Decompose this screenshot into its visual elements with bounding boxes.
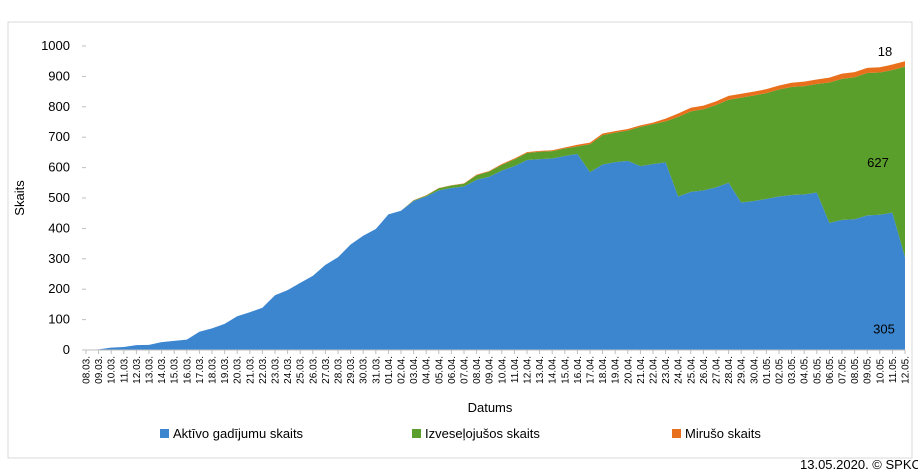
area [86,66,905,350]
x-tick-label: 22.03. [258,356,269,384]
x-tick-label: 09.03. [94,356,105,384]
x-tick-label: 27.04. [712,356,723,384]
x-tick-label: 04.05. [800,356,811,384]
x-tick-label: 30.03. [359,356,370,384]
x-tick-label: 30.04. [749,356,760,384]
x-tick-label: 06.04. [447,356,458,384]
y-tick-label: 100 [48,312,70,327]
x-tick-label: 20.03. [233,356,244,384]
x-tick-label: 12.03. [132,356,143,384]
x-tick-label: 03.04. [409,356,420,384]
x-tick-label: 29.04. [737,356,748,384]
y-tick-label: 600 [48,160,70,175]
x-tick-label: 31.03. [371,356,382,384]
x-tick-label: 08.05. [850,356,861,384]
source: 13.05.2020. © SPKC [800,457,918,470]
x-tick-label: 29.03. [346,356,357,384]
x-tick-label: 26.03. [308,356,319,384]
legend-swatch [160,429,169,438]
x-tick-label: 28.03. [334,356,345,384]
x-tick-label: 17.03. [195,356,206,384]
y-tick-label: 700 [48,129,70,144]
y-tick-label: 800 [48,99,70,114]
x-tick-label: 11.05. [888,356,899,383]
x-tick-label: 16.04. [573,356,584,384]
y-tick-label: 500 [48,190,70,205]
x-tick-label: 01.05. [762,356,773,384]
x-tick-label: 09.04. [485,356,496,384]
x-tick-label: 06.05. [825,356,836,384]
x-tick-label: 02.04. [397,356,408,384]
x-tick-label: 18.03. [208,356,219,384]
x-tick-label: 24.04. [674,356,685,384]
x-tick-label: 01.04. [384,356,395,384]
x-tick-label: 28.04. [724,356,735,384]
legend-label: Izveseļojušos skaits [425,426,540,441]
x-tick-label: 07.05. [838,356,849,384]
data-label: 627 [867,155,889,170]
x-tick-label: 25.03. [296,356,307,384]
y-axis-title: Skaits [12,180,27,216]
x-tick-label: 03.05. [787,356,798,384]
x-axis-title: Datums [468,400,513,415]
x-tick-label: 12.04. [523,356,534,384]
x-tick-label: 08.03. [82,356,93,384]
x-tick-label: 21.04. [636,356,647,384]
legend-swatch [672,429,681,438]
x-tick-label: 15.03. [170,356,181,384]
x-tick-label: 12.05. [901,356,912,384]
x-tick-label: 14.03. [157,356,168,384]
y-tick-label: 200 [48,281,70,296]
x-tick-label: 19.03. [220,356,231,384]
x-tick-label: 13.03. [145,356,156,384]
legend-label: Mirušo skaits [685,426,761,441]
y-tick-label: 300 [48,251,70,266]
x-tick-label: 25.04. [686,356,697,384]
x-tick-label: 11.03. [119,356,130,383]
x-tick-label: 19.04. [611,356,622,384]
legend-label: Aktīvo gadījumu skaits [173,426,304,441]
x-tick-label: 16.03. [182,356,193,384]
x-tick-label: 02.05. [775,356,786,384]
x-tick-label: 27.03. [321,356,332,384]
x-tick-label: 24.03. [283,356,294,384]
x-tick-label: 11.04. [510,356,521,383]
x-tick-label: 22.04. [649,356,660,384]
x-tick-label: 09.05. [863,356,874,384]
x-tick-label: 23.04. [661,356,672,384]
x-tick-label: 08.04. [472,356,483,384]
x-tick-label: 21.03. [245,356,256,384]
x-tick-label: 14.04. [548,356,559,384]
x-tick-label: 17.04. [586,356,597,384]
y-tick-label: 400 [48,220,70,235]
x-tick-label: 15.04. [560,356,571,384]
legend-swatch [412,429,421,438]
x-tick-label: 18.04. [598,356,609,384]
x-tick-label: 23.03. [271,356,282,384]
x-tick-label: 05.04. [434,356,445,384]
x-tick-label: 07.04. [460,356,471,384]
data-label: 305 [873,322,895,337]
x-tick-label: 10.03. [107,356,118,384]
x-tick-label: 20.04. [623,356,634,384]
x-tick-label: 10.05. [875,356,886,384]
x-tick-label: 05.05. [812,356,823,384]
y-tick-label: 0 [63,342,70,357]
data-label: 18 [878,44,892,59]
y-tick-label: 1000 [41,38,70,53]
x-tick-label: 04.04. [422,356,433,384]
area [86,153,905,350]
x-tick-label: 13.04. [535,356,546,384]
y-tick-label: 900 [48,68,70,83]
x-tick-label: 10.04. [497,356,508,384]
x-tick-label: 26.04. [699,356,710,384]
